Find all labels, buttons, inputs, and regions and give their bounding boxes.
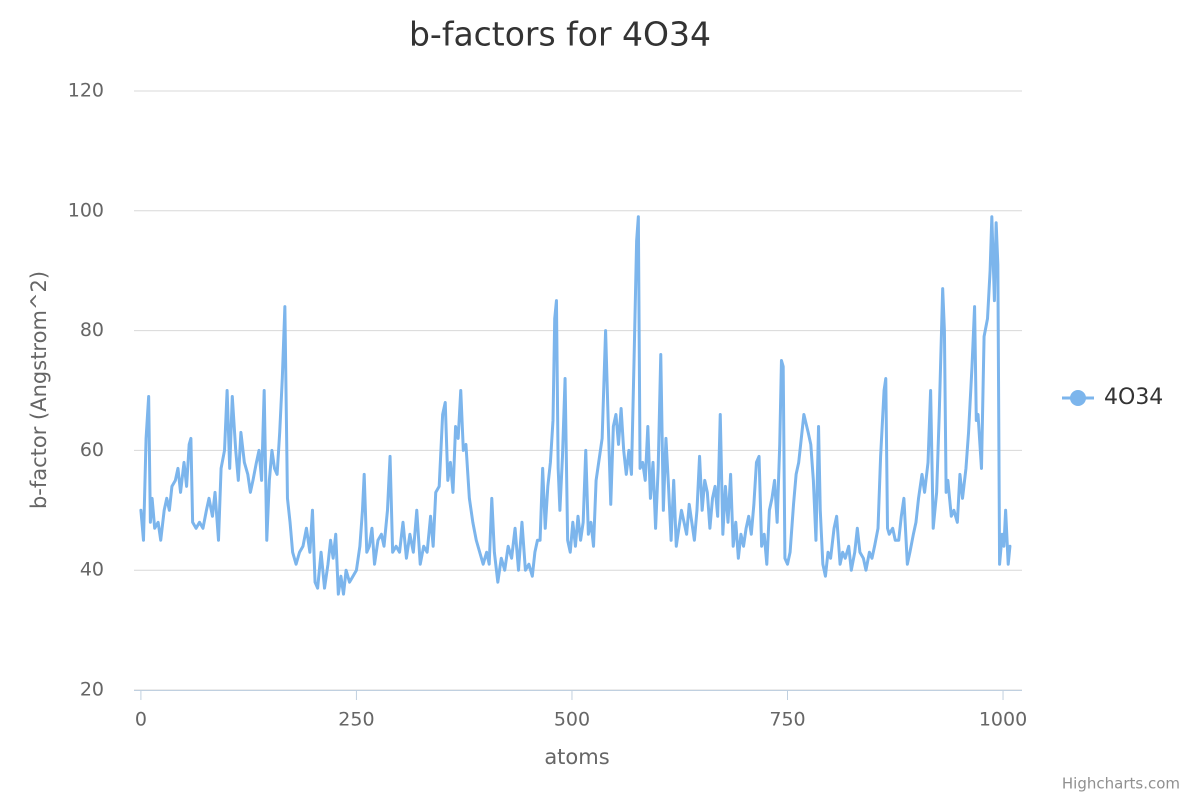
y-tick-label: 120 bbox=[68, 80, 104, 102]
data-line bbox=[139, 215, 1012, 596]
y-tick-label: 100 bbox=[68, 199, 104, 221]
chart-title: b-factors for 4O34 bbox=[409, 15, 711, 54]
x-tick-label: 750 bbox=[769, 709, 805, 731]
y-tick-label: 80 bbox=[80, 319, 104, 341]
legend-label[interactable]: 4O34 bbox=[1104, 385, 1163, 410]
x-axis-title: atoms bbox=[544, 745, 609, 769]
y-tick-label: 20 bbox=[80, 679, 104, 701]
legend-marker[interactable] bbox=[1070, 390, 1086, 406]
x-tick-label: 1000 bbox=[979, 709, 1027, 731]
x-tick-label: 250 bbox=[338, 709, 374, 731]
y-tick-label: 40 bbox=[80, 559, 104, 581]
y-axis-title: b-factor (Angstrom^2) bbox=[27, 271, 51, 509]
x-tick-label: 0 bbox=[135, 709, 147, 731]
x-tick-label: 500 bbox=[554, 709, 590, 731]
y-tick-label: 60 bbox=[80, 439, 104, 461]
credits[interactable]: Highcharts.com bbox=[1062, 775, 1180, 793]
